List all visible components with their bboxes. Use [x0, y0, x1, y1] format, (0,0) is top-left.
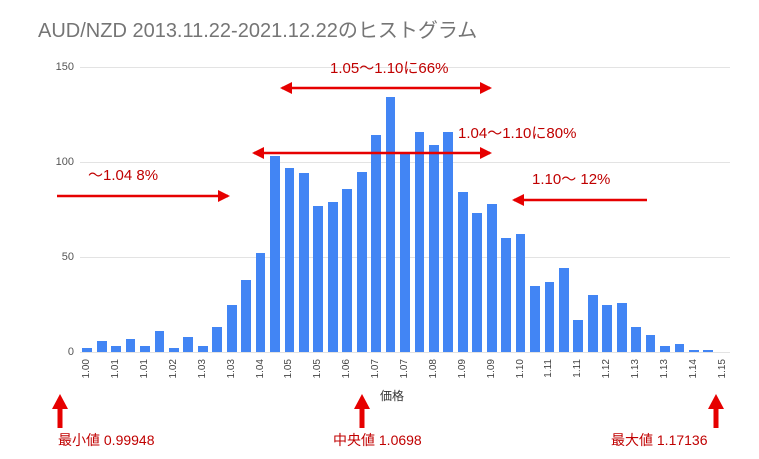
histogram-bar[interactable] [472, 213, 483, 352]
annotation-80pct: 1.04〜1.10に80% [458, 125, 577, 142]
histogram-bar[interactable] [573, 319, 584, 352]
x-axis-tick-label: 1.13 [659, 359, 670, 379]
max-value-label: 最大値 1.17136 [611, 432, 708, 448]
histogram-bar[interactable] [82, 348, 93, 352]
x-axis-tick-label: 1.01 [110, 359, 122, 379]
histogram-bar[interactable] [356, 171, 367, 352]
x-axis-tick-label: 1.03 [225, 359, 237, 379]
histogram-bar[interactable] [674, 344, 685, 352]
histogram-bar[interactable] [313, 205, 324, 352]
histogram-bar[interactable] [226, 304, 237, 352]
histogram-bar[interactable] [688, 350, 699, 352]
x-axis-title: 価格 [380, 389, 405, 403]
histogram-bar[interactable] [457, 192, 468, 352]
histogram-bar[interactable] [645, 334, 656, 352]
histogram-bar[interactable] [544, 281, 555, 352]
histogram-bar[interactable] [558, 268, 569, 352]
annotation-above-110: 1.10〜 12% [532, 171, 611, 188]
x-axis-tick-label: 1.11 [572, 359, 584, 378]
histogram-bar[interactable] [703, 350, 714, 352]
x-axis-labels: 1.00 1.01 1.01 1.02 1.03 1.03 1.04 1.05 1.05 1.06… [80, 357, 730, 393]
y-axis-tick-label: 100 [55, 156, 74, 168]
histogram-bar[interactable] [385, 97, 396, 352]
x-axis-tick-label: 1.11 [543, 359, 555, 378]
histogram-bar[interactable] [168, 348, 179, 352]
annotation-below-104: 〜1.04 8% [88, 167, 159, 184]
x-axis-tick-label: 1.09 [456, 359, 468, 379]
histogram-bar[interactable] [486, 203, 497, 352]
histogram-bar[interactable] [414, 131, 425, 352]
histogram-bar[interactable] [197, 346, 208, 352]
histogram-bar[interactable] [428, 144, 439, 352]
histogram-bar[interactable] [602, 304, 613, 352]
histogram-bar[interactable] [270, 156, 280, 352]
histogram-bar[interactable] [443, 131, 454, 352]
histogram-bar[interactable] [298, 173, 309, 352]
gridline [80, 352, 730, 353]
x-axis-tick-label: 1.13 [630, 359, 642, 379]
x-axis-tick-label: 1.01 [139, 359, 150, 379]
histogram-bar[interactable] [660, 346, 670, 352]
x-axis-tick-label: 1.07 [399, 359, 410, 379]
histogram-bar[interactable] [96, 340, 107, 352]
x-axis-tick-label: 1.05 [312, 359, 324, 379]
histogram-bar[interactable] [140, 346, 150, 352]
histogram-bar[interactable] [284, 167, 295, 352]
x-axis-tick-label: 1.15 [716, 359, 728, 379]
x-axis-tick-label: 1.12 [601, 359, 613, 379]
x-axis-tick-label: 1.05 [283, 359, 295, 379]
histogram-bar[interactable] [515, 234, 526, 352]
histogram-bar[interactable] [125, 338, 136, 352]
x-axis-tick-label: 1.00 [81, 359, 93, 379]
x-axis-tick-label: 1.07 [370, 359, 382, 379]
histogram-bar[interactable] [587, 295, 598, 352]
histogram-bar[interactable] [111, 346, 121, 352]
x-axis-tick-label: 1.02 [167, 359, 179, 379]
x-axis-tick-label: 1.03 [196, 359, 208, 379]
histogram-bar[interactable] [342, 188, 353, 352]
x-axis-tick-label: 1.14 [687, 359, 699, 379]
y-axis-tick-label: 50 [61, 251, 74, 263]
histogram-bar[interactable] [530, 285, 540, 352]
x-axis-tick-label: 1.08 [427, 359, 439, 379]
histogram-bar[interactable] [241, 279, 251, 352]
histogram-bar[interactable] [327, 201, 338, 352]
x-axis-tick-label: 1.04 [254, 359, 266, 379]
x-axis-tick-label: 1.10 [514, 359, 526, 379]
plot-area [80, 67, 730, 352]
gridline [80, 67, 730, 68]
min-pointer-up-arrow [52, 394, 68, 428]
median-value-label: 中央値 1.0698 [333, 432, 422, 448]
histogram-bar[interactable] [501, 238, 511, 352]
annotation-66pct: 1.05〜1.10に66% [330, 60, 449, 77]
min-value-label: 最小値 0.99948 [58, 432, 155, 448]
histogram-bar[interactable] [183, 336, 194, 352]
histogram-bar[interactable] [400, 152, 410, 352]
histogram-bar[interactable] [154, 331, 165, 352]
x-axis-tick-label: 1.06 [341, 359, 353, 379]
histogram-bar[interactable] [616, 302, 627, 352]
histogram-bar[interactable] [371, 135, 381, 352]
page-title: AUD/NZD 2013.11.22-2021.12.22のヒストグラム [38, 20, 478, 42]
histogram-bar[interactable] [212, 327, 223, 352]
x-axis-tick-label: 1.09 [485, 359, 497, 379]
y-axis-tick-label: 0 [67, 346, 74, 358]
max-pointer-up-arrow [708, 394, 724, 428]
histogram-bar[interactable] [255, 253, 266, 352]
histogram-bar[interactable] [631, 327, 641, 352]
median-pointer-up-arrow [354, 394, 370, 428]
y-axis-tick-label: 150 [55, 61, 74, 73]
